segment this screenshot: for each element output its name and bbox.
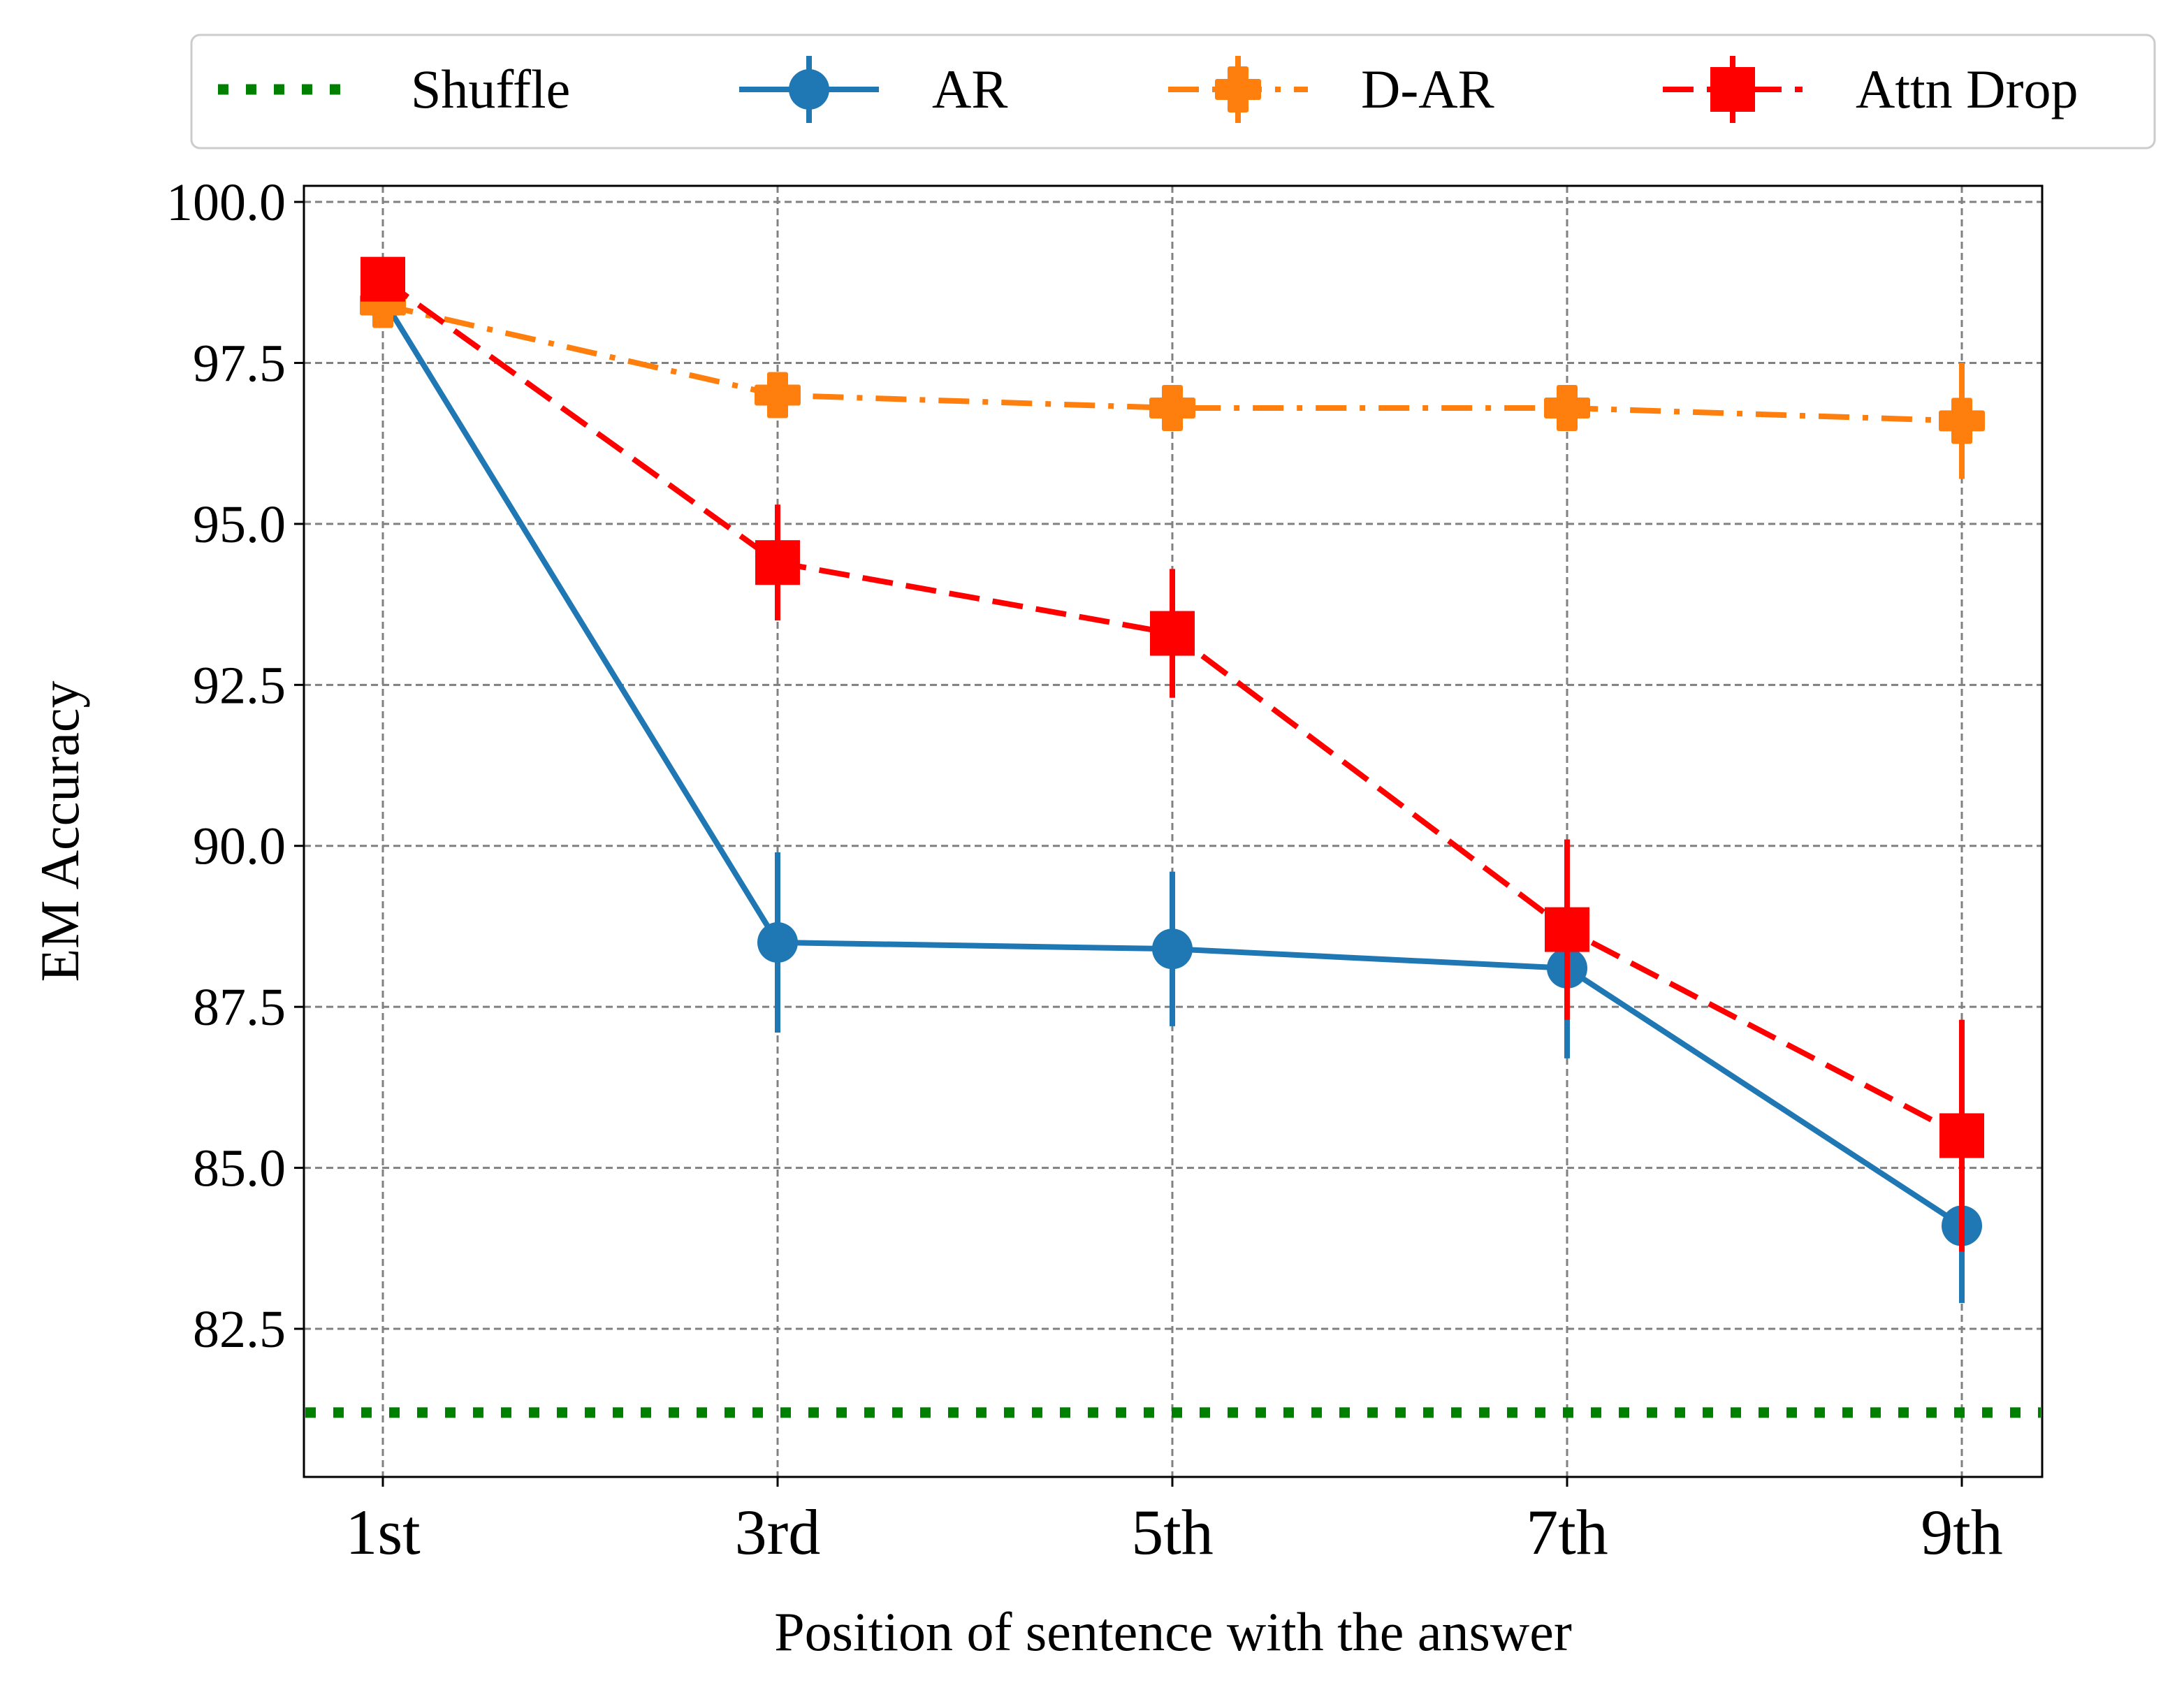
y-axis-label: EM Accuracy <box>29 681 90 982</box>
x-tick-label: 7th <box>1526 1496 1608 1568</box>
attn-drop-point <box>1150 611 1195 656</box>
legend-item-shuffle: Shuffle <box>218 59 570 119</box>
ar-point <box>1152 928 1193 970</box>
legend-item-attn-drop: Attn Drop <box>1663 56 2078 123</box>
legend-label-d-ar: D-AR <box>1361 59 1494 119</box>
y-tick-label: 85.0 <box>193 1139 286 1198</box>
y-tick-label: 95.0 <box>193 495 286 554</box>
y-tick-label: 97.5 <box>193 334 286 393</box>
d-ar-point <box>1149 384 1195 431</box>
attn-drop-point <box>361 256 405 302</box>
legend-marker-ar <box>789 69 829 110</box>
d-ar-point <box>1544 384 1590 431</box>
legend-item-ar: AR <box>739 56 1007 123</box>
x-tick-label: 9th <box>1921 1496 2003 1568</box>
legend-label-shuffle: Shuffle <box>411 59 570 119</box>
legend-label-attn-drop: Attn Drop <box>1856 59 2078 119</box>
y-tick-label: 90.0 <box>193 817 286 876</box>
y-tick-label: 92.5 <box>193 656 286 715</box>
y-tick-label: 87.5 <box>193 978 286 1037</box>
x-tick-label: 1st <box>345 1496 421 1568</box>
d-ar-point <box>1939 398 1985 444</box>
legend-item-d-ar: D-AR <box>1168 56 1494 123</box>
x-tick-label: 3rd <box>735 1496 821 1568</box>
attn-drop-series <box>361 256 1984 1252</box>
attn-drop-point <box>1939 1113 1984 1158</box>
ar-point <box>757 922 798 963</box>
legend-marker-attn-drop <box>1710 67 1755 112</box>
y-tick-label: 100.0 <box>166 173 286 232</box>
y-tick-label: 82.5 <box>193 1300 286 1359</box>
x-tick-label: 5th <box>1131 1496 1214 1568</box>
y-axis: 100.0 97.5 95.0 92.5 90.0 87.5 85.0 82.5 <box>166 173 304 1359</box>
legend-marker-d-ar <box>1215 66 1261 112</box>
d-ar-point <box>755 372 801 418</box>
legend: Shuffle AR D-AR Attn Drop <box>190 34 2156 150</box>
x-axis-label: Position of sentence with the answer <box>774 1601 1572 1662</box>
attn-drop-point <box>1545 907 1589 952</box>
legend-label-ar: AR <box>932 59 1007 119</box>
attn-drop-point <box>755 540 800 585</box>
x-axis: 1st 3rd 5th 7th 9th <box>345 1477 2003 1568</box>
data-series <box>360 256 1985 1304</box>
